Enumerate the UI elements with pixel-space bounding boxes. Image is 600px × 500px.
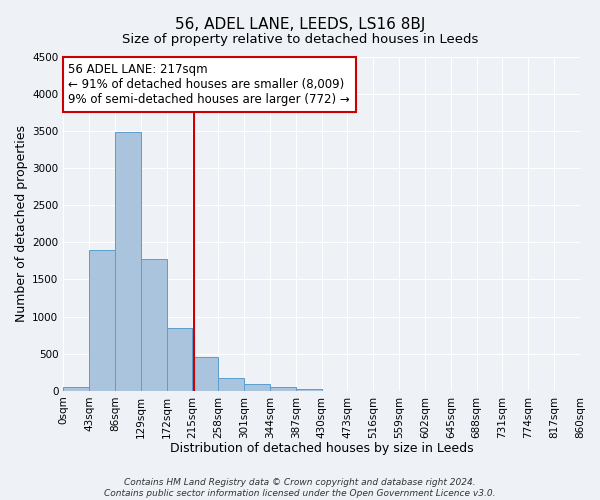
Bar xyxy=(193,356,218,391)
Text: Contains HM Land Registry data © Crown copyright and database right 2024.
Contai: Contains HM Land Registry data © Crown c… xyxy=(104,478,496,498)
Bar xyxy=(218,378,244,391)
X-axis label: Distribution of detached houses by size in Leeds: Distribution of detached houses by size … xyxy=(170,442,473,455)
Bar xyxy=(89,250,115,391)
Bar xyxy=(141,260,167,391)
Y-axis label: Number of detached properties: Number of detached properties xyxy=(15,125,28,322)
Bar xyxy=(296,388,322,391)
Text: 56 ADEL LANE: 217sqm
← 91% of detached houses are smaller (8,009)
9% of semi-det: 56 ADEL LANE: 217sqm ← 91% of detached h… xyxy=(68,63,350,106)
Bar xyxy=(167,328,193,391)
Text: 56, ADEL LANE, LEEDS, LS16 8BJ: 56, ADEL LANE, LEEDS, LS16 8BJ xyxy=(175,18,425,32)
Bar xyxy=(270,387,296,391)
Bar xyxy=(244,384,270,391)
Bar xyxy=(115,132,141,391)
Text: Size of property relative to detached houses in Leeds: Size of property relative to detached ho… xyxy=(122,32,478,46)
Bar xyxy=(63,387,89,391)
